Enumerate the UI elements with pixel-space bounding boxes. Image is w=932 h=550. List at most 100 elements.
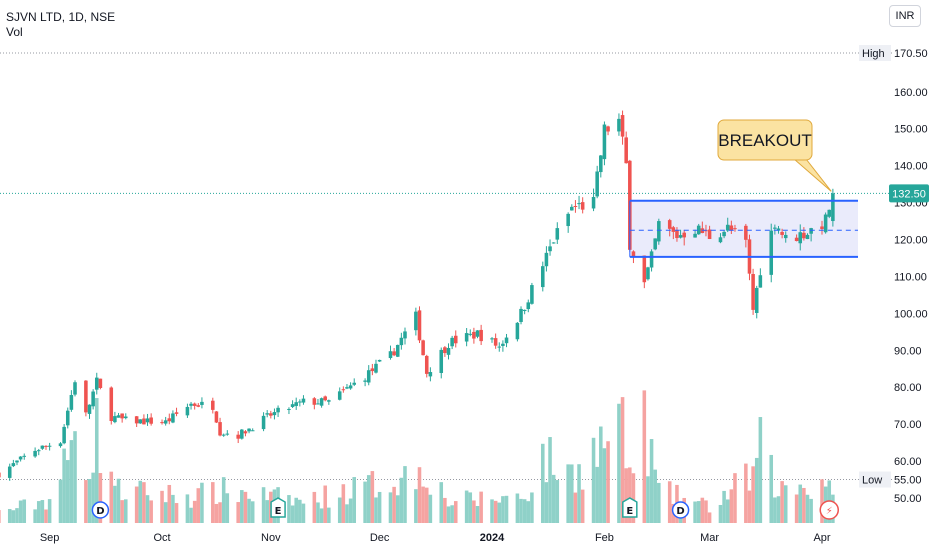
volume-bar xyxy=(298,499,302,523)
volume-bar xyxy=(776,496,781,523)
volume-bar xyxy=(758,417,763,523)
candle xyxy=(823,214,828,233)
candle xyxy=(794,237,799,242)
candle xyxy=(631,251,636,258)
event-badge-dividend[interactable]: D xyxy=(671,501,690,519)
time-axis: Sep Oct Nov Dec 2024 Feb Mar Apr xyxy=(40,532,831,544)
volume-bar xyxy=(548,437,552,523)
y-tick-label: 50.00 xyxy=(894,493,922,505)
volume-bar xyxy=(802,487,806,523)
candle xyxy=(290,404,295,407)
volume-bar xyxy=(783,485,788,523)
candle xyxy=(809,228,813,234)
candle xyxy=(250,430,255,432)
volume-bar xyxy=(33,509,37,523)
volume-bar xyxy=(519,498,523,523)
x-tick-label: Feb xyxy=(595,532,614,544)
candle xyxy=(580,202,585,210)
candle xyxy=(123,416,128,419)
candle xyxy=(725,224,730,231)
candle xyxy=(301,398,306,403)
volume-bar xyxy=(116,478,121,523)
volume-bar xyxy=(526,501,531,523)
volume-bar xyxy=(337,497,342,523)
breakout-callout xyxy=(717,119,813,161)
candle xyxy=(642,255,647,283)
volume-bar xyxy=(417,467,422,523)
event-badge-dividend[interactable]: D xyxy=(91,501,110,519)
candle xyxy=(566,213,570,227)
callout-pointer xyxy=(792,158,832,192)
volume-bar xyxy=(163,502,168,523)
volume-bar xyxy=(377,491,382,523)
candle xyxy=(11,463,16,467)
y-tick-label: 70.00 xyxy=(894,419,922,431)
volume-bar xyxy=(18,500,23,523)
candle xyxy=(758,275,763,288)
volume-bar xyxy=(700,497,705,523)
candle xyxy=(395,344,400,357)
candle xyxy=(225,433,230,435)
candle xyxy=(200,401,204,405)
volume-bar xyxy=(490,499,494,523)
y-tick-label: 150.00 xyxy=(894,124,928,136)
event-badge-news[interactable]: ⚡ xyxy=(819,500,840,520)
candle xyxy=(345,387,349,389)
volume-bar xyxy=(345,504,349,523)
candle xyxy=(87,404,92,414)
candle xyxy=(541,266,545,288)
volume-bar xyxy=(327,507,331,523)
volume-bar xyxy=(388,492,393,523)
volume-bar xyxy=(606,441,610,523)
event-badge-earnings[interactable]: E xyxy=(622,497,638,518)
volume-bar xyxy=(134,486,139,523)
candle xyxy=(805,234,810,240)
breakout-label: BREAKOUT xyxy=(718,131,812,150)
candle xyxy=(649,251,654,268)
candle xyxy=(109,387,114,421)
candle xyxy=(657,221,661,242)
volume-bar xyxy=(754,457,759,523)
candle xyxy=(294,402,298,406)
y-tick-label: 110.00 xyxy=(894,271,927,283)
low-marker-label-bg xyxy=(859,471,891,488)
candle xyxy=(366,370,371,383)
currency-button[interactable]: INR xyxy=(889,5,921,27)
high-marker-value-bg xyxy=(892,45,928,61)
event-badge-earnings[interactable]: E xyxy=(270,497,286,518)
candle xyxy=(84,380,88,413)
candle xyxy=(696,225,701,235)
candle xyxy=(247,428,251,432)
volume-bar xyxy=(599,426,603,523)
candle xyxy=(22,455,27,457)
volume-bar xyxy=(718,504,723,523)
x-tick-label: Mar xyxy=(700,532,719,544)
volume-bar xyxy=(657,482,661,523)
volume-bar xyxy=(0,510,1,523)
candle xyxy=(47,445,52,447)
candle xyxy=(577,203,581,205)
volume-bar xyxy=(22,499,27,523)
candle xyxy=(218,422,222,436)
candle xyxy=(754,287,759,313)
candle xyxy=(388,351,393,359)
candle xyxy=(174,412,179,414)
volume-bar xyxy=(243,491,248,523)
volume-bar xyxy=(653,469,657,523)
volume-bar xyxy=(479,491,483,523)
candle xyxy=(69,395,74,410)
y-tick-label: 120.00 xyxy=(894,234,928,246)
volume-bar xyxy=(504,495,509,523)
volume-bar xyxy=(399,477,404,523)
volume-bar xyxy=(109,471,114,523)
volume-bar xyxy=(733,473,737,523)
volume-bar xyxy=(424,487,429,523)
candle xyxy=(443,347,447,354)
candle xyxy=(370,368,375,372)
volume-bar xyxy=(113,485,117,523)
symbol-title[interactable]: SJVN LTD, 1D, NSE xyxy=(6,10,116,24)
volume-bar xyxy=(261,487,266,523)
volume-bar xyxy=(58,479,63,523)
candle xyxy=(171,413,175,423)
